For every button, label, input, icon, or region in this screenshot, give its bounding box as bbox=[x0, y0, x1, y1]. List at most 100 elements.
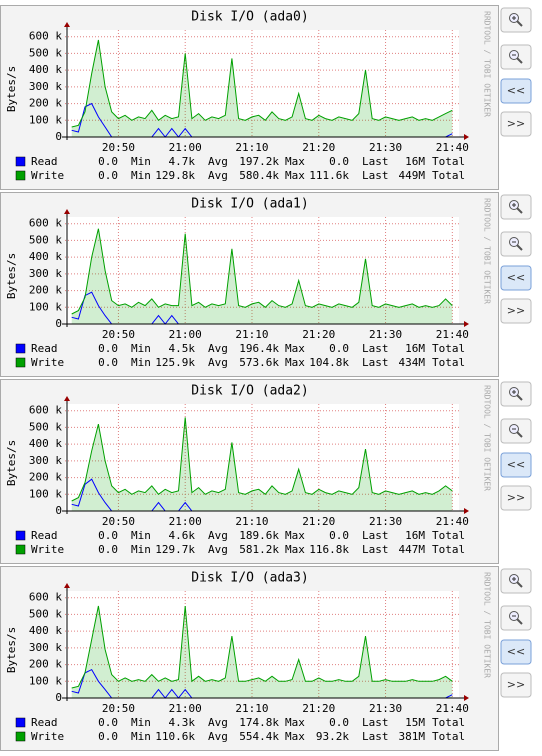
legend-swatch bbox=[15, 156, 26, 167]
y-tick-label: 0 bbox=[55, 317, 62, 330]
x-tick-label: 21:40 bbox=[436, 328, 469, 341]
y-tick-label: 300 k bbox=[29, 641, 62, 654]
series-line bbox=[71, 228, 453, 315]
x-tick-label: 20:50 bbox=[102, 515, 135, 528]
magnifier-handle[interactable] bbox=[516, 244, 523, 251]
legend-name: Write bbox=[31, 169, 64, 182]
legend-stat-label: Total bbox=[432, 730, 465, 743]
legend-stat-label: Last bbox=[362, 169, 389, 182]
legend-stat-label: Last bbox=[362, 716, 389, 729]
forward-button[interactable]: >> bbox=[500, 485, 532, 511]
y-tick-label: 0 bbox=[55, 504, 62, 517]
back-button[interactable]: << bbox=[500, 452, 532, 478]
legend-stat-label: Avg bbox=[208, 529, 228, 542]
x-tick-label: 21:20 bbox=[302, 328, 335, 341]
y-tick-label: 500 k bbox=[29, 46, 62, 59]
y-tick-label: 400 k bbox=[29, 63, 62, 76]
legend-stat-label: Last bbox=[362, 356, 389, 369]
legend-stat-label: Max bbox=[285, 716, 305, 729]
button-frame[interactable] bbox=[500, 485, 532, 511]
button-frame[interactable] bbox=[500, 639, 532, 665]
y-tick-label: 100 k bbox=[29, 674, 62, 687]
legend-stat-label: Avg bbox=[208, 716, 228, 729]
legend-stat-label: Last bbox=[362, 529, 389, 542]
legend-stat: 0.0 bbox=[98, 543, 118, 556]
button-label[interactable]: >> bbox=[507, 491, 525, 504]
legend-stat: 111.6k bbox=[309, 169, 349, 182]
back-button[interactable]: << bbox=[500, 265, 532, 291]
legend-stat-label: Min bbox=[131, 169, 151, 182]
legend-stat: 554.4k bbox=[239, 730, 279, 743]
zoom-out-button[interactable] bbox=[500, 605, 532, 631]
legend-stat-label: Avg bbox=[208, 543, 228, 556]
button-label[interactable]: >> bbox=[507, 678, 525, 691]
zoom-in-button[interactable] bbox=[500, 381, 532, 407]
axis-arrow bbox=[464, 695, 469, 701]
x-tick-label: 21:40 bbox=[436, 141, 469, 154]
magnifier-handle[interactable] bbox=[516, 618, 523, 625]
magnifier-handle[interactable] bbox=[516, 394, 523, 401]
y-tick-label: 300 k bbox=[29, 80, 62, 93]
y-tick-label: 200 k bbox=[29, 471, 62, 484]
x-tick-label: 21:40 bbox=[436, 515, 469, 528]
axis-arrow bbox=[464, 134, 469, 140]
watermark: RRDTOOL / TOBI OETIKER bbox=[483, 572, 492, 678]
legend-name: Write bbox=[31, 356, 64, 369]
x-tick-label: 21:00 bbox=[169, 141, 202, 154]
button-label[interactable]: >> bbox=[507, 304, 525, 317]
button-frame[interactable] bbox=[500, 111, 532, 137]
legend-stat: 4.7k bbox=[169, 155, 196, 168]
watermark: RRDTOOL / TOBI OETIKER bbox=[483, 11, 492, 117]
legend-stat-label: Avg bbox=[208, 342, 228, 355]
series-area bbox=[71, 606, 453, 698]
legend-stat-label: Max bbox=[285, 543, 305, 556]
forward-button[interactable]: >> bbox=[500, 111, 532, 137]
zoom-in-button[interactable] bbox=[500, 568, 532, 594]
legend-stat-label: Avg bbox=[208, 356, 228, 369]
magnifier-handle[interactable] bbox=[516, 20, 523, 27]
legend-stat: 449M bbox=[399, 169, 426, 182]
forward-button[interactable]: >> bbox=[500, 298, 532, 324]
zoom-out-button[interactable] bbox=[500, 418, 532, 444]
legend-name: Read bbox=[31, 155, 58, 168]
button-label[interactable]: << bbox=[507, 645, 525, 658]
zoom-out-button[interactable] bbox=[500, 231, 532, 257]
magnifier-handle[interactable] bbox=[516, 57, 523, 64]
y-tick-label: 100 k bbox=[29, 487, 62, 500]
legend-stat: 581.2k bbox=[239, 543, 279, 556]
magnifier-handle[interactable] bbox=[516, 207, 523, 214]
y-tick-label: 600 k bbox=[29, 217, 62, 230]
button-label[interactable]: << bbox=[507, 271, 525, 284]
axis-arrow bbox=[64, 396, 70, 401]
y-axis-label: Bytes/s bbox=[5, 440, 18, 486]
forward-button[interactable]: >> bbox=[500, 672, 532, 698]
button-frame[interactable] bbox=[500, 78, 532, 104]
back-button[interactable]: << bbox=[500, 78, 532, 104]
button-frame[interactable] bbox=[500, 265, 532, 291]
zoom-in-button[interactable] bbox=[500, 7, 532, 33]
zoom-in-button[interactable] bbox=[500, 194, 532, 220]
button-frame[interactable] bbox=[500, 452, 532, 478]
legend-stat: 0.0 bbox=[329, 155, 349, 168]
button-label[interactable]: << bbox=[507, 84, 525, 97]
button-frame[interactable] bbox=[500, 298, 532, 324]
x-tick-label: 21:10 bbox=[235, 141, 268, 154]
legend-stat: 0.0 bbox=[329, 529, 349, 542]
legend-stat: 174.8k bbox=[239, 716, 279, 729]
zoom-out-button[interactable] bbox=[500, 44, 532, 70]
axis-arrow bbox=[464, 321, 469, 327]
legend-stat: 0.0 bbox=[98, 730, 118, 743]
button-label[interactable]: >> bbox=[507, 117, 525, 130]
magnifier-handle[interactable] bbox=[516, 431, 523, 438]
back-button[interactable]: << bbox=[500, 639, 532, 665]
magnifier-handle[interactable] bbox=[516, 581, 523, 588]
y-tick-label: 600 k bbox=[29, 30, 62, 43]
legend-stat: 15M bbox=[405, 716, 425, 729]
y-axis-label: Bytes/s bbox=[5, 627, 18, 673]
button-label[interactable]: << bbox=[507, 458, 525, 471]
legend-stat-label: Total bbox=[432, 356, 465, 369]
legend-stat: 197.2k bbox=[239, 155, 279, 168]
button-frame[interactable] bbox=[500, 672, 532, 698]
x-tick-label: 21:20 bbox=[302, 702, 335, 715]
y-tick-label: 500 k bbox=[29, 607, 62, 620]
